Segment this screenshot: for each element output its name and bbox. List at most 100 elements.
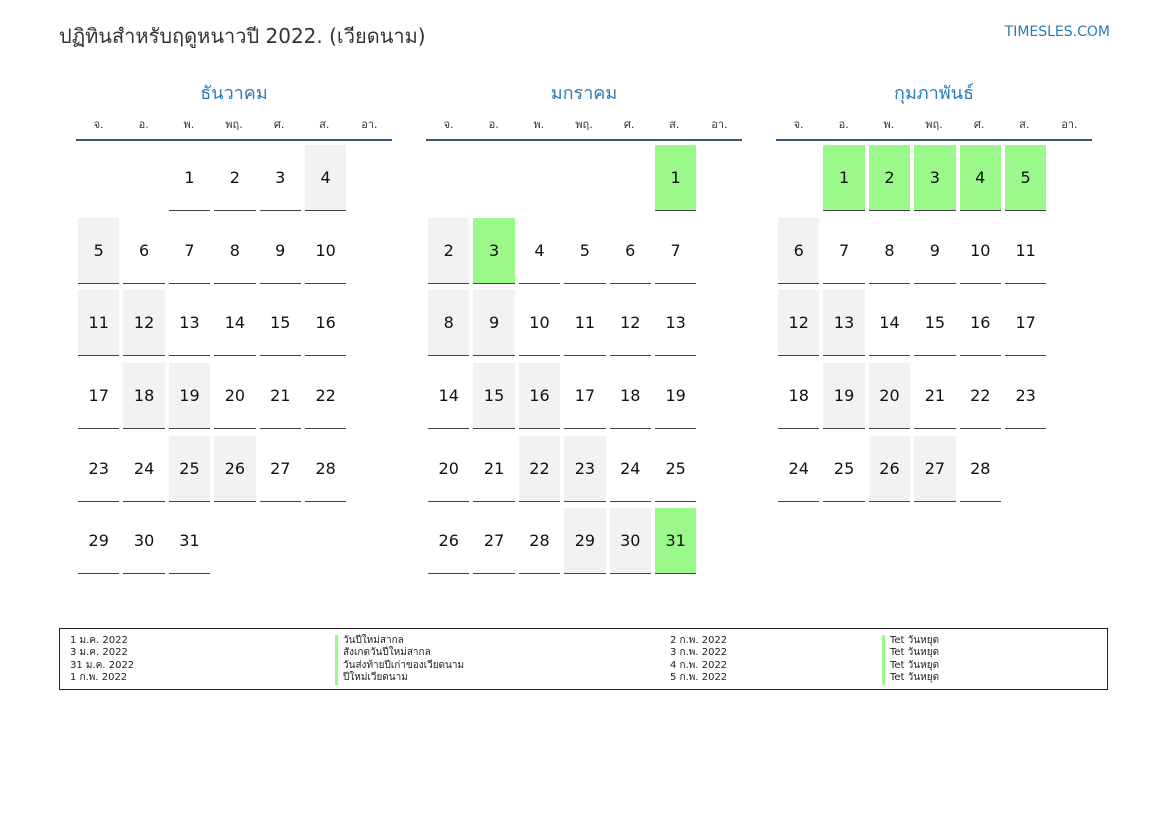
day-cell: 11 (564, 290, 606, 357)
day-cell: 16 (518, 363, 561, 430)
empty-cell (778, 508, 819, 574)
day-cell: 13 (168, 290, 211, 357)
day-cell: 12 (123, 290, 165, 357)
weekday-label: พ. (183, 118, 195, 131)
month-calendar: ธันวาคม จ. อ. พ. พฤ. ศ. ส. อา. 1 2 3 4 5 6 7 8 9 10 11 12 13… (76, 82, 392, 581)
day-cell: 13 (823, 290, 865, 357)
day-cell: 9 (914, 218, 956, 284)
day-cell: 28 (959, 436, 1001, 502)
day-cell: 22 (959, 363, 1001, 430)
holiday-day-cell: 1 (654, 145, 697, 211)
day-cell: 27 (259, 436, 301, 502)
weekday-header: จ. อ. พ. พฤ. ศ. ส. อา. (76, 115, 392, 141)
day-cell: 8 (428, 290, 470, 357)
day-cell: 6 (123, 218, 165, 284)
legend-date: 1 ม.ค. 2022 (70, 635, 128, 646)
day-cell: 18 (123, 363, 165, 430)
empty-cell (823, 508, 864, 574)
day-cell: 2 (214, 145, 256, 211)
day-cell: 18 (609, 363, 651, 430)
day-cell: 25 (168, 435, 211, 502)
day-cell: 25 (823, 436, 865, 502)
empty-cell (914, 508, 955, 574)
day-cell: 19 (654, 363, 697, 430)
day-cell: 19 (823, 363, 865, 430)
day-cell: 27 (473, 508, 515, 575)
weekday-header: จ. อ. พ. พฤ. ศ. ส. อา. (426, 115, 742, 141)
day-grid: 1 2 3 4 5 6 7 8 9 10 11 12 13 14 15 16 17 18 19 20 21 22 23 24 2… (76, 145, 392, 581)
legend-date: 31 ม.ค. 2022 (70, 659, 135, 671)
day-cell: 30 (123, 508, 165, 575)
day-cell: 4 (518, 218, 561, 284)
month-name: กุมภาพันธ์ (894, 83, 974, 104)
legend-holiday-name: วันปีใหม่สากล (343, 635, 404, 646)
legend-holiday-name: Tet วันหยุด (890, 647, 940, 659)
day-cell: 20 (868, 363, 911, 430)
day-cell: 12 (609, 290, 651, 357)
legend-dates-right: 2 ก.พ. 2022 3 ก.พ. 2022 4 ก.พ. 2022 5 ก.พ. … (670, 635, 727, 685)
weekday-label: อา. (1061, 118, 1078, 131)
day-cell: 28 (518, 508, 561, 575)
weekday-label: อา. (361, 118, 378, 131)
day-cell: 9 (259, 218, 301, 284)
weekday-label: อ. (138, 118, 149, 131)
day-cell: 10 (518, 290, 561, 357)
holiday-legend: 1 ม.ค. 2022 3 ม.ค. 2022 31 ม.ค. 2022 1 ก.พ.… (59, 628, 1108, 690)
legend-holiday-name: สังเกตวันปีใหม่สากล (343, 647, 431, 659)
day-cell: 17 (78, 363, 120, 430)
weekday-label: ส. (1019, 118, 1030, 131)
day-grid: 1 2 3 4 5 6 7 8 9 10 11 12 13 14 15 16 17 18 19 20 21 22 23 24 2… (776, 145, 1092, 581)
weekday-label: ส. (669, 118, 680, 131)
legend-date: 5 ก.พ. 2022 (670, 672, 728, 684)
legend-dates-left: 1 ม.ค. 2022 3 ม.ค. 2022 31 ม.ค. 2022 1 ก.พ.… (70, 635, 134, 685)
day-cell: 16 (959, 290, 1001, 357)
day-cell: 31 (168, 508, 211, 575)
weekday-label: พฤ. (925, 118, 943, 131)
day-cell: 24 (609, 436, 651, 502)
day-cell: 7 (654, 218, 697, 284)
day-cell: 14 (868, 290, 911, 357)
weekday-label: พฤ. (225, 118, 243, 131)
day-cell: 15 (259, 290, 301, 357)
day-cell: 26 (428, 508, 470, 575)
day-cell: 14 (428, 363, 470, 430)
month-name: ธันวาคม (200, 83, 268, 104)
legend-holiday-name: Tet วันหยุด (890, 672, 940, 684)
holiday-day-cell: 3 (473, 217, 515, 284)
weekday-label: พ. (883, 118, 895, 131)
legend-date: 3 ก.พ. 2022 (670, 647, 728, 659)
empty-cell (428, 145, 469, 211)
site-link[interactable]: TIMESLES.COM (1004, 24, 1110, 40)
day-cell: 16 (304, 290, 347, 357)
day-cell: 6 (609, 218, 651, 284)
day-cell: 13 (654, 290, 697, 357)
day-cell: 1 (168, 145, 211, 211)
day-cell: 7 (823, 218, 865, 284)
weekday-label: อา. (711, 118, 728, 131)
empty-cell (778, 145, 819, 211)
day-cell: 17 (1004, 290, 1047, 357)
legend-holiday-name: วันส่งท้ายปีเก่าของเวียดนาม (343, 659, 465, 671)
day-cell: 3 (259, 145, 301, 211)
month-calendar: มกราคม จ. อ. พ. พฤ. ศ. ส. อา. 1 2 3 4 5 6 7 8 9 10 11 12 13 1… (426, 82, 742, 654)
legend-names-right: Tet วันหยุด Tet วันหยุด Tet วันหยุด Tet วัน… (882, 635, 939, 685)
day-cell: 14 (214, 290, 256, 357)
holiday-day-cell: 1 (823, 145, 865, 211)
weekday-label: จ. (793, 118, 804, 131)
day-grid: 1 2 3 4 5 6 7 8 9 10 11 12 13 14 15 16 17 18 19 20 21 22 23 24 2… (426, 145, 742, 654)
legend-date: 4 ก.พ. 2022 (670, 659, 728, 671)
legend-holiday-name: Tet วันหยุด (890, 635, 940, 646)
day-cell: 4 (304, 145, 347, 211)
legend-date: 2 ก.พ. 2022 (670, 635, 728, 646)
day-cell: 7 (168, 218, 211, 284)
day-cell: 8 (214, 218, 256, 284)
day-cell: 18 (778, 363, 820, 430)
day-cell: 21 (914, 363, 956, 430)
day-cell: 29 (78, 508, 120, 575)
weekday-header: จ. อ. พ. พฤ. ศ. ส. อา. (776, 115, 1092, 141)
legend-holiday-name: ปีใหม่เวียดนาม (343, 672, 408, 684)
day-cell: 9 (473, 290, 515, 357)
day-cell: 23 (78, 436, 120, 502)
day-cell: 2 (428, 217, 470, 284)
day-cell: 15 (473, 363, 515, 430)
